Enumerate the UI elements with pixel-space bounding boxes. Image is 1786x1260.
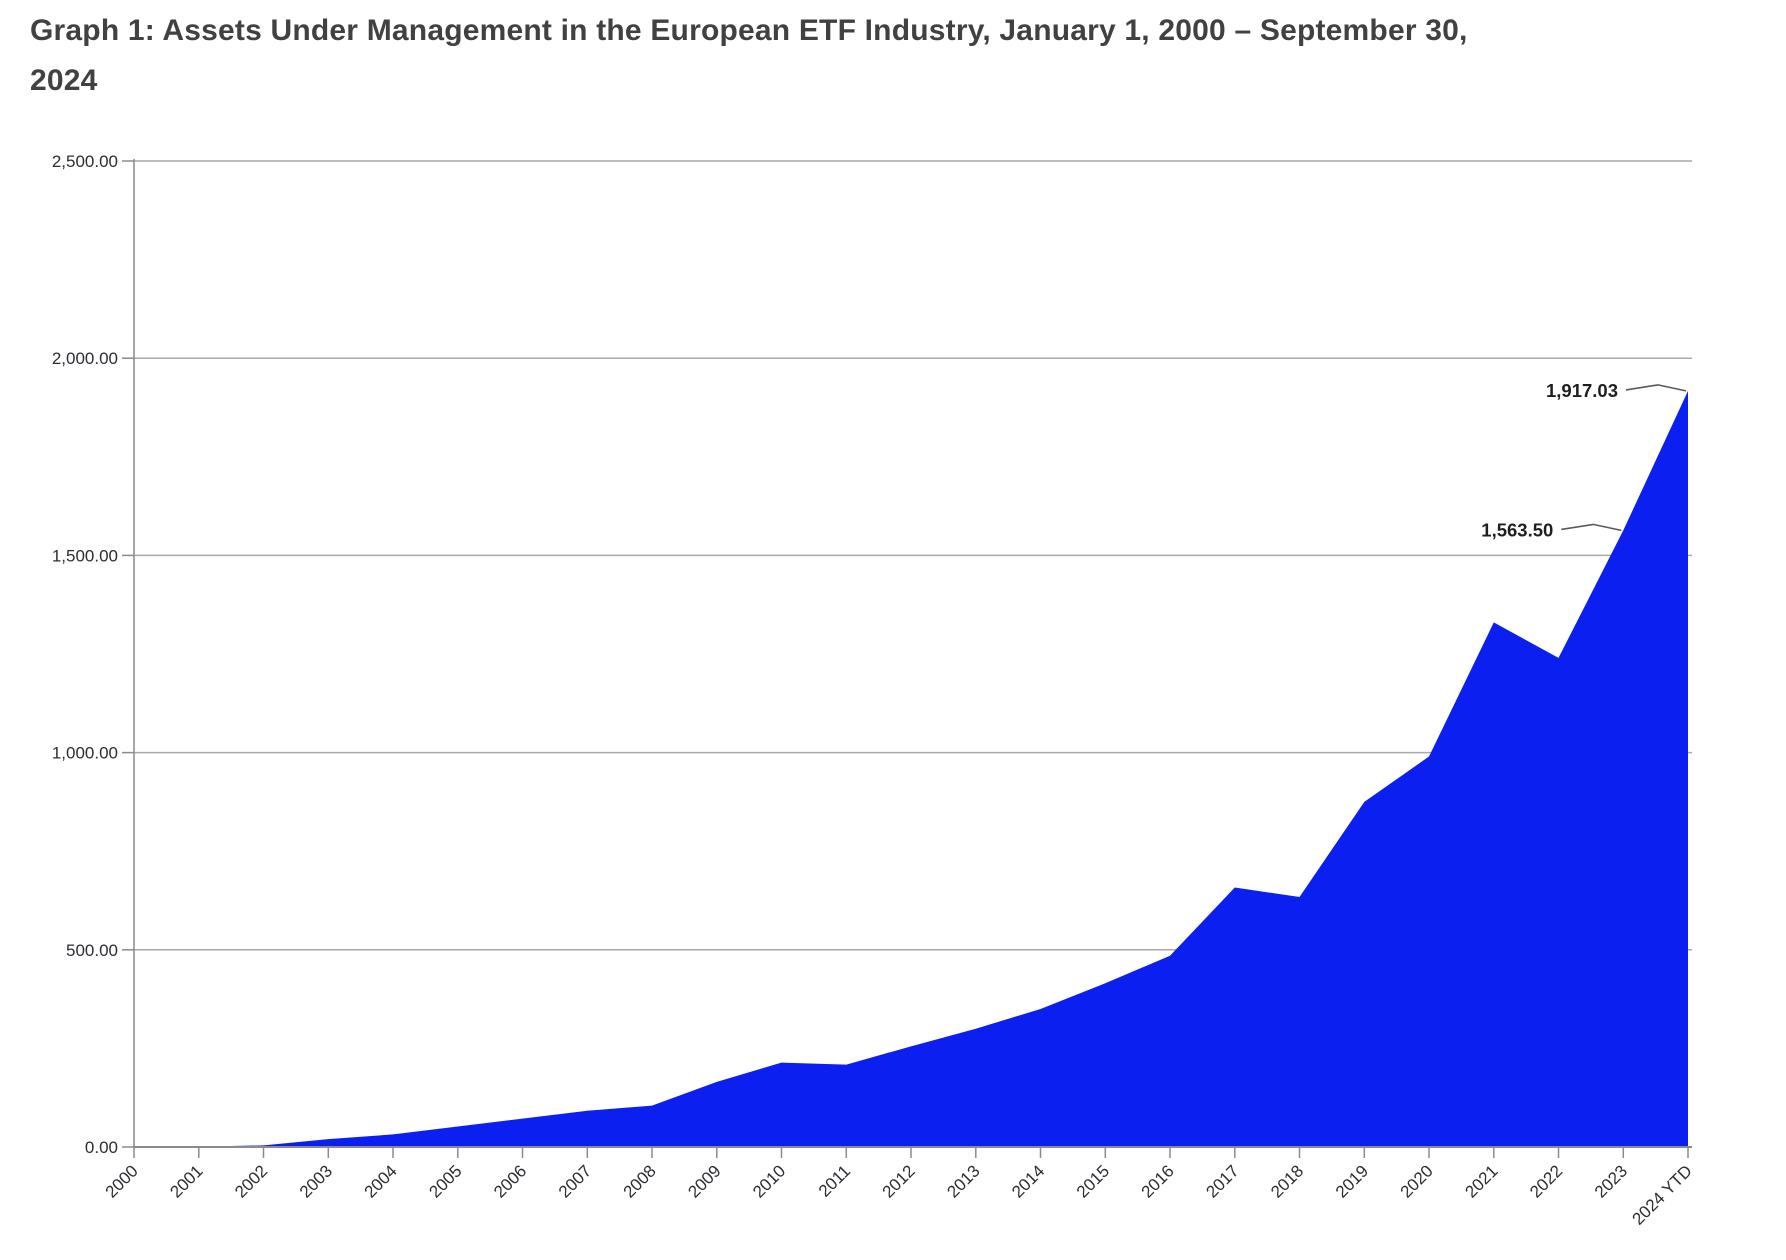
- x-axis-tick-label: 2010: [749, 1161, 789, 1201]
- x-axis-tick-label: 2001: [166, 1161, 206, 1201]
- chart-title-line2: 2024: [30, 64, 98, 97]
- x-axis-tick-label: 2009: [684, 1161, 724, 1201]
- x-axis-tick-label: 2017: [1202, 1161, 1242, 1201]
- x-axis-tick-label: 2018: [1267, 1161, 1307, 1201]
- x-axis-tick-label: 2008: [620, 1161, 660, 1201]
- y-axis-tick-label: 1,000.00: [52, 744, 118, 763]
- x-axis-tick-label: 2022: [1526, 1161, 1566, 1201]
- y-axis-tick-label: 2,500.00: [52, 152, 118, 171]
- y-axis-tick-label: 0.00: [85, 1138, 118, 1157]
- y-axis-tick-label: 2,000.00: [52, 349, 118, 368]
- y-axis-tick-label: 500.00: [66, 941, 118, 960]
- x-axis-tick-label: 2002: [231, 1161, 271, 1201]
- x-axis-tick-label: 2000: [102, 1161, 142, 1201]
- x-axis-tick-label: 2005: [425, 1161, 465, 1201]
- x-axis-tick-label: 2004: [361, 1161, 401, 1201]
- y-axis-tick-label: 1,500.00: [52, 546, 118, 565]
- x-axis-tick-label: 2021: [1461, 1161, 1501, 1201]
- x-axis-tick-label: 2007: [555, 1161, 595, 1201]
- aum-area-series: [134, 390, 1688, 1147]
- x-axis-tick-label: 2003: [296, 1161, 336, 1201]
- x-axis-tick-label: 2024 YTD: [1628, 1161, 1695, 1228]
- annotation-leader-line: [1625, 384, 1687, 392]
- annotation-leader-line: [1561, 523, 1622, 532]
- annotation-value-label: 1,917.03: [1546, 380, 1618, 401]
- x-axis-tick-label: 2011: [815, 1161, 854, 1200]
- x-axis-tick-label: 2006: [490, 1161, 530, 1201]
- x-axis-tick-label: 2013: [943, 1161, 983, 1201]
- chart-title: Graph 1: Assets Under Management in the …: [30, 6, 1630, 106]
- x-axis-tick-label: 2012: [879, 1161, 919, 1201]
- x-axis-tick-label: 2019: [1332, 1161, 1372, 1201]
- x-axis-tick-label: 2014: [1008, 1161, 1048, 1201]
- x-axis-tick-label: 2016: [1138, 1161, 1178, 1201]
- chart-title-line1: Graph 1: Assets Under Management in the …: [30, 14, 1468, 47]
- x-axis-tick-label: 2015: [1073, 1161, 1113, 1201]
- x-axis-tick-label: 2023: [1591, 1161, 1631, 1201]
- annotation-value-label: 1,563.50: [1481, 519, 1553, 540]
- x-axis-tick-label: 2020: [1397, 1161, 1437, 1201]
